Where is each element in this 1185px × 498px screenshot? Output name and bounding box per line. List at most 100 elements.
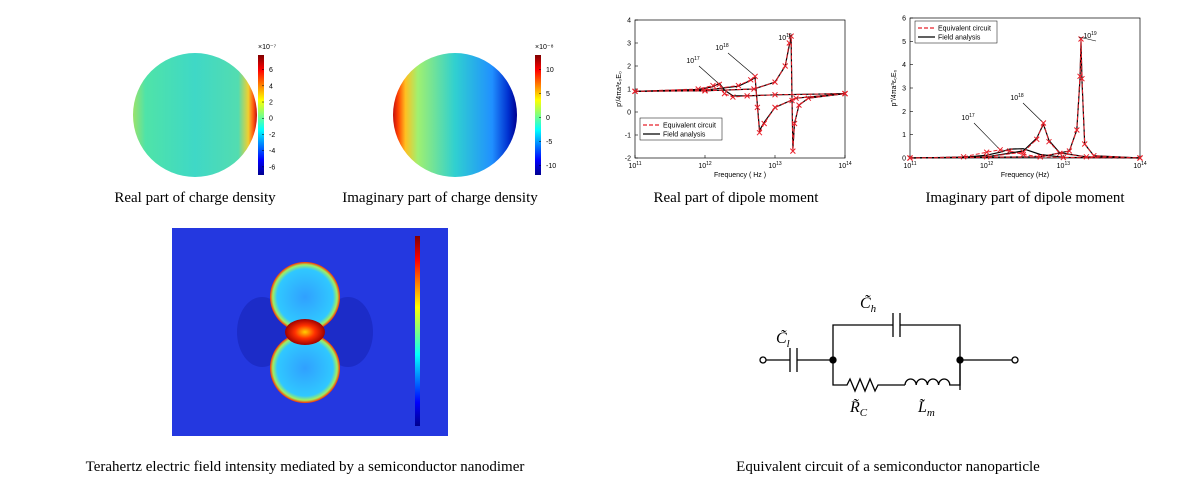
circuit-marker — [805, 95, 812, 102]
x-tick-label: 1013 — [768, 161, 782, 170]
annotation-arrow — [698, 65, 718, 83]
x-tick-label-exp: 14 — [846, 161, 852, 167]
y-tick-label: -2 — [625, 156, 631, 163]
circuit-marker — [772, 79, 778, 85]
legend-box — [914, 20, 998, 44]
x-tick-label: 1014 — [838, 161, 852, 170]
curve-annotation: 1019 — [1083, 31, 1097, 40]
caption: Real part of charge density — [114, 190, 276, 206]
curve-annotation: 1018 — [715, 43, 729, 52]
x-tick-label-base: 10 — [838, 163, 846, 170]
circuit-subscript: m — [927, 407, 935, 419]
y-tick-label: 2 — [627, 64, 631, 71]
circuit-marker — [1137, 155, 1143, 161]
x-tick-label: 1011 — [629, 161, 642, 170]
circuit-marker — [1033, 136, 1040, 143]
circuit-subscript: C — [860, 407, 868, 419]
y-tick-label: 0 — [902, 156, 906, 163]
circuit-marker — [710, 82, 716, 89]
y-tick-label: 3 — [627, 41, 631, 48]
curve-annotation-base: 10 — [1083, 33, 1091, 40]
x-axis-label: Frequency (Hz) — [1001, 172, 1049, 179]
circuit-marker — [735, 82, 742, 89]
circuit-marker — [1066, 148, 1073, 154]
legend-box — [639, 117, 723, 141]
colorbar — [415, 236, 420, 426]
legend-label: Field analysis — [938, 35, 981, 42]
charge-map — [393, 53, 517, 177]
curve-annotation: 1017 — [961, 113, 975, 122]
x-tick-label: 1012 — [698, 161, 712, 170]
circuit-marker — [756, 129, 763, 136]
x-tick-label-exp: 11 — [911, 161, 916, 167]
circuit-label: C̃h — [860, 294, 877, 315]
y-tick-label: 0 — [627, 110, 631, 117]
circuit-marker — [997, 146, 1004, 153]
curve-annotation-exp: 19 — [1091, 31, 1097, 37]
circuit-marker — [1090, 152, 1097, 159]
y-tick-label: 3 — [902, 86, 906, 93]
circuit-symbol: R̃ — [849, 398, 860, 416]
circuit-line — [634, 75, 846, 135]
y-tick-label: 2 — [902, 109, 906, 116]
x-tick-label-base: 10 — [1133, 163, 1141, 170]
x-tick-label-exp: 13 — [776, 161, 782, 167]
curve-annotation-base: 10 — [1010, 95, 1018, 102]
colorbar — [258, 55, 264, 175]
colorbar-tick-label: -10 — [546, 163, 556, 170]
x-tick-label-exp: 12 — [706, 161, 712, 167]
annotation-arrow — [1022, 102, 1042, 122]
caption: Imaginary part of dipole moment — [925, 190, 1125, 206]
circuit-label: L̃m — [917, 398, 935, 419]
caption: Equivalent circuit of a semiconductor na… — [736, 459, 1040, 475]
circuit-marker — [1081, 141, 1088, 147]
x-tick-label-exp: 13 — [1064, 161, 1070, 167]
legend-label: Field analysis — [663, 132, 706, 139]
y-tick-label: 1 — [902, 132, 906, 139]
circuit-marker — [1037, 153, 1044, 160]
circuit-marker — [842, 90, 848, 97]
annotation-arrow — [1078, 36, 1097, 42]
curve-annotation-exp: 18 — [1018, 93, 1024, 99]
x-tick-label-exp: 11 — [636, 161, 641, 167]
x-tick-label-base: 10 — [1057, 163, 1065, 170]
curve-annotation-exp: 19 — [786, 33, 792, 39]
y-tick-label: 1 — [627, 87, 631, 94]
y-tick-label: 4 — [902, 62, 906, 69]
field-shadow — [237, 297, 287, 367]
circuit-marker — [789, 97, 795, 104]
colorbar-tick-label: 6 — [269, 67, 273, 74]
x-tick-label-base: 10 — [904, 163, 912, 170]
circuit-marker — [791, 120, 798, 127]
colorbar-tick-label: 5 — [546, 91, 550, 98]
caption: Imaginary part of charge density — [342, 190, 538, 206]
circuit-marker — [721, 90, 728, 97]
annotation-arrow — [973, 122, 999, 149]
circuit-marker — [1073, 127, 1080, 133]
circuit-marker — [790, 148, 796, 154]
colorbar-tick-label: 0 — [269, 116, 273, 123]
colorbar-tick-label: 10 — [546, 67, 554, 74]
colorbar-tick-label: 2 — [269, 100, 273, 107]
circuit-label: R̃C — [849, 398, 868, 419]
circuit-marker — [744, 93, 750, 99]
colorbar-tick-label: -4 — [269, 148, 275, 155]
y-tick-label: 5 — [902, 39, 906, 46]
y-axis-label: p′/4πa³ε₀E₀ — [616, 71, 623, 107]
circuit-marker — [1040, 120, 1047, 126]
circuit-subscript: l — [787, 338, 790, 350]
caption: Real part of dipole moment — [654, 190, 820, 206]
x-tick-label-base: 10 — [629, 163, 637, 170]
circuit-line — [909, 149, 1141, 159]
circuit-marker — [751, 86, 757, 92]
curve-annotation-base: 10 — [778, 35, 786, 42]
x-tick-label-base: 10 — [698, 163, 706, 170]
x-tick-label: 1013 — [1057, 161, 1071, 170]
field-ball — [270, 262, 340, 332]
circuit-label: C̃l — [776, 329, 790, 350]
x-tick-label-base: 10 — [768, 163, 776, 170]
y-tick-label: 6 — [902, 16, 906, 23]
x-tick-label-base: 10 — [980, 163, 988, 170]
colorbar-multiplier: ×10⁻⁸ — [535, 44, 554, 51]
